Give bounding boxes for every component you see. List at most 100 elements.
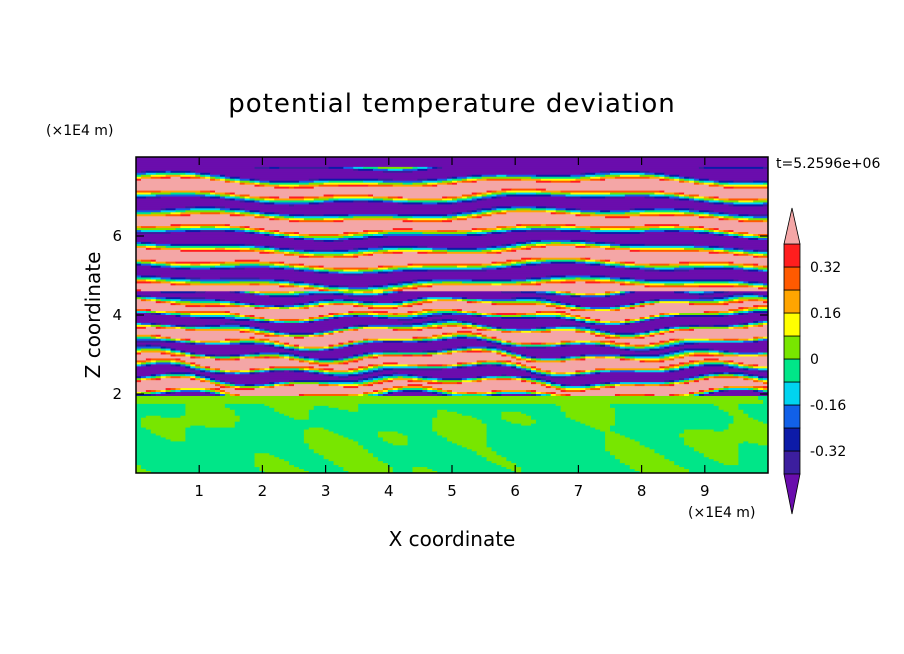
contour-cell [516, 313, 527, 316]
contour-cell [634, 261, 680, 265]
contour-cell [150, 212, 172, 215]
contour-cell [738, 461, 768, 464]
contour-cell [634, 332, 641, 336]
contour-cell [234, 210, 246, 213]
contour-cell [545, 281, 562, 284]
contour-cell [748, 218, 768, 221]
contour-cell [713, 196, 720, 200]
contour-cell [595, 241, 606, 245]
contour-cell [155, 172, 186, 176]
contour-cell [269, 356, 280, 360]
contour-cell [456, 366, 463, 369]
contour-cell [358, 301, 364, 304]
contour-cell [170, 301, 177, 304]
contour-cell [274, 249, 280, 253]
contour-cell [496, 350, 502, 354]
contour-cell [274, 332, 280, 336]
contour-cell [185, 433, 305, 437]
contour-cell [377, 265, 384, 269]
contour-cell [738, 366, 744, 369]
contour-cell [140, 419, 241, 423]
contour-cell [580, 305, 616, 308]
contour-cell [294, 216, 340, 219]
contour-cell [284, 382, 290, 385]
contour-cell [170, 267, 177, 271]
contour-cell [427, 378, 438, 381]
contour-cell [713, 202, 725, 205]
contour-cell [733, 295, 744, 298]
contour-cell [259, 318, 265, 322]
contour-cell [545, 386, 552, 389]
contour-cell [136, 370, 201, 373]
contour-cell [170, 439, 186, 442]
contour-cell [210, 368, 216, 371]
contour-cell [624, 307, 631, 310]
contour-cell [659, 313, 665, 316]
contour-cell [535, 326, 542, 330]
contour-cell [229, 392, 364, 395]
contour-cell [506, 232, 591, 235]
contour-cell [733, 366, 739, 369]
contour-cell [160, 210, 177, 213]
contour-cell [723, 295, 730, 298]
contour-cell [748, 368, 759, 371]
contour-cell [565, 307, 572, 310]
contour-cell [363, 447, 468, 450]
contour-cell [624, 344, 636, 348]
contour-cell [377, 293, 384, 296]
contour-cell [456, 324, 468, 328]
contour-cell [679, 326, 690, 330]
contour-cell [649, 170, 768, 174]
contour-cell [244, 226, 251, 229]
contour-cell [624, 293, 690, 296]
colorbar-tick-label: 0 [810, 352, 819, 368]
contour-cell [294, 232, 300, 235]
contour-cell [200, 366, 206, 369]
contour-cell [239, 313, 330, 316]
contour-cell [136, 439, 172, 442]
contour-cell [323, 239, 335, 243]
contour-cell [200, 390, 206, 393]
contour-cell [377, 249, 389, 253]
contour-cell [605, 447, 651, 450]
contour-cell [466, 392, 478, 395]
contour-cell [417, 301, 423, 304]
contour-cell [708, 376, 715, 379]
contour-cell [733, 415, 749, 419]
contour-cell [274, 212, 280, 215]
contour-cell [452, 336, 458, 340]
contour-cell [387, 388, 394, 391]
contour-cell [555, 293, 562, 296]
contour-cell [239, 228, 246, 231]
contour-cell [679, 338, 685, 342]
contour-cell [456, 299, 463, 302]
contour-cell [377, 315, 389, 318]
contour-cell [545, 303, 552, 306]
contour-cell [308, 445, 364, 448]
contour-cell [392, 216, 414, 219]
contour-cell [249, 283, 261, 286]
contour-cell [560, 388, 567, 391]
contour-cell [145, 364, 152, 367]
contour-cell [748, 338, 754, 342]
contour-cell [313, 267, 325, 271]
contour-cell [422, 324, 428, 328]
contour-cell [145, 243, 157, 247]
contour-cell [284, 370, 290, 373]
contour-cell [693, 380, 700, 383]
contour-cell [442, 332, 448, 336]
contour-cell [555, 210, 567, 213]
contour-cell [723, 388, 730, 391]
contour-cell [234, 316, 246, 320]
contour-cell [150, 174, 167, 178]
contour-cell [343, 360, 349, 363]
contour-cell [289, 236, 300, 239]
contour-cell [259, 293, 265, 296]
contour-cell [456, 320, 463, 324]
contour-cell [279, 307, 290, 310]
contour-cell [224, 176, 231, 180]
contour-cell [679, 192, 685, 196]
contour-cell [170, 390, 177, 393]
contour-cell [412, 311, 419, 314]
contour-cell [239, 419, 433, 423]
